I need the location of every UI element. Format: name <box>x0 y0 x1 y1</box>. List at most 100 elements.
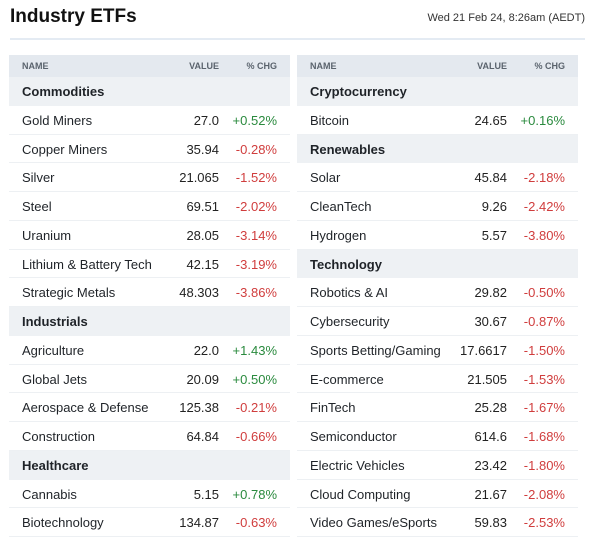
etf-name[interactable]: Solar <box>310 170 341 186</box>
etf-value: 9.26 <box>481 199 507 214</box>
etf-value: 35.94 <box>186 141 219 157</box>
etf-name[interactable]: FinTech <box>310 400 356 416</box>
table-row[interactable]: CleanTech 9.26 -2.42% <box>297 192 578 221</box>
etf-value: 125.38 <box>179 400 219 416</box>
etf-value: 27.0 <box>193 112 219 128</box>
etf-name[interactable]: Cybersecurity <box>310 314 390 329</box>
table-row[interactable]: Video Games/eSports 59.83 -2.53% <box>297 508 578 537</box>
table-row[interactable]: Silver 21.065 -1.52% <box>9 163 290 192</box>
table-row[interactable]: Electric Vehicles 23.42 -1.80% <box>297 451 578 480</box>
table-row[interactable]: Gold Miners 27.0 +0.52% <box>9 106 290 135</box>
etf-name[interactable]: Cloud Computing <box>310 486 411 502</box>
etf-value: 17.6617 <box>460 342 507 358</box>
table-row[interactable]: Cybersecurity 30.67 -0.87% <box>297 307 578 336</box>
etf-value: 5.15 <box>193 486 219 502</box>
category-label: Cryptocurrency <box>310 84 407 99</box>
etf-change: -0.21% <box>235 400 277 416</box>
table-row[interactable]: Lithium & Battery Tech 42.15 -3.19% <box>9 250 290 279</box>
etf-name[interactable]: Construction <box>22 429 95 444</box>
etf-name[interactable]: Uranium <box>22 227 72 243</box>
etf-value: 21.065 <box>179 170 219 186</box>
table-row[interactable]: Cloud Computing 21.67 -2.08% <box>297 480 578 509</box>
etf-name[interactable]: Silver <box>22 170 55 186</box>
table-row[interactable]: Cannabis 5.15 +0.78% <box>9 480 290 509</box>
etf-value: 24.65 <box>474 112 507 128</box>
etf-name[interactable]: Cannabis <box>22 486 77 502</box>
category-row: Cryptocurrency <box>297 77 578 106</box>
etf-name[interactable]: Agriculture <box>22 342 85 358</box>
etf-name[interactable]: E-commerce <box>310 371 384 387</box>
etf-value: 69.51 <box>186 199 219 214</box>
etf-change: -2.53% <box>523 515 565 531</box>
etf-name[interactable]: Global Jets <box>22 371 88 387</box>
table-row[interactable]: Agriculture 22.0 +1.43% <box>9 336 290 365</box>
etf-name[interactable]: Biotechnology <box>22 515 104 531</box>
etf-change: -2.08% <box>523 486 565 502</box>
etf-name[interactable]: Steel <box>22 199 52 214</box>
table-row[interactable]: Copper Miners 35.94 -0.28% <box>9 135 290 164</box>
table-row[interactable]: Aerospace & Defense 125.38 -0.21% <box>9 393 290 422</box>
etf-change: -1.67% <box>523 400 565 416</box>
table-body: Cryptocurrency Bitcoin 24.65 +0.16% Renewabl… <box>297 77 578 537</box>
etf-change: -2.42% <box>523 199 565 214</box>
category-row: Renewables <box>297 134 578 164</box>
etf-name[interactable]: Strategic Metals <box>22 285 116 301</box>
table-row[interactable]: E-commerce 21.505 -1.53% <box>297 365 578 394</box>
category-label: Healthcare <box>22 457 89 473</box>
timestamp: Wed 21 Feb 24, 8:26am (AEDT) <box>427 12 585 24</box>
etf-change: -0.87% <box>523 314 565 329</box>
etf-change: -2.18% <box>523 170 565 186</box>
etf-change: +0.50% <box>232 371 277 387</box>
etf-name[interactable]: Hydrogen <box>310 227 367 243</box>
category-label: Renewables <box>310 141 386 157</box>
etf-name[interactable]: CleanTech <box>310 199 372 214</box>
column-header-name[interactable]: NAME <box>22 61 49 71</box>
etf-name[interactable]: Aerospace & Defense <box>22 400 149 416</box>
table-row[interactable]: Steel 69.51 -2.02% <box>9 192 290 221</box>
etf-name[interactable]: Electric Vehicles <box>310 457 405 473</box>
category-row: Industrials <box>9 307 290 336</box>
etf-value: 30.67 <box>474 314 507 329</box>
etf-change: -3.19% <box>235 256 277 272</box>
etf-table-left: NAME VALUE % CHG Commodities Gold Miners 2… <box>9 55 290 537</box>
etf-change: -3.86% <box>235 285 277 301</box>
etf-value: 64.84 <box>186 429 219 444</box>
page-title: Industry ETFs <box>10 6 137 27</box>
column-header-value[interactable]: VALUE <box>189 61 219 71</box>
column-header-chg[interactable]: % CHG <box>534 61 565 71</box>
column-header-chg[interactable]: % CHG <box>246 61 277 71</box>
etf-change: -1.52% <box>235 170 277 186</box>
table-row[interactable]: Strategic Metals 48.303 -3.86% <box>9 278 290 307</box>
table-row[interactable]: Solar 45.84 -2.18% <box>297 163 578 192</box>
etf-change: -1.53% <box>523 371 565 387</box>
etf-value: 5.57 <box>481 227 507 243</box>
etf-value: 23.42 <box>474 457 507 473</box>
etf-name[interactable]: Semiconductor <box>310 429 397 444</box>
category-label: Commodities <box>22 84 105 99</box>
table-row[interactable]: FinTech 25.28 -1.67% <box>297 393 578 422</box>
table-row[interactable]: Uranium 28.05 -3.14% <box>9 221 290 250</box>
etf-name[interactable]: Lithium & Battery Tech <box>22 256 152 272</box>
etf-name[interactable]: Gold Miners <box>22 112 93 128</box>
table-row[interactable]: Robotics & AI 29.82 -0.50% <box>297 278 578 307</box>
column-header-value[interactable]: VALUE <box>477 61 507 71</box>
etf-table-right: NAME VALUE % CHG Cryptocurrency Bitcoin 24… <box>297 55 578 537</box>
table-row[interactable]: Hydrogen 5.57 -3.80% <box>297 221 578 250</box>
column-header-name[interactable]: NAME <box>310 61 337 71</box>
etf-name[interactable]: Sports Betting/Gaming <box>310 342 441 358</box>
table-row[interactable]: Bitcoin 24.65 +0.16% <box>297 106 578 135</box>
etf-change: -0.28% <box>235 141 277 157</box>
table-row[interactable]: Biotechnology 134.87 -0.63% <box>9 508 290 537</box>
etf-name[interactable]: Bitcoin <box>310 112 350 128</box>
table-row[interactable]: Construction 64.84 -0.66% <box>9 422 290 451</box>
category-label: Industrials <box>22 314 88 329</box>
table-row[interactable]: Global Jets 20.09 +0.50% <box>9 365 290 394</box>
etf-name[interactable]: Video Games/eSports <box>310 515 437 531</box>
etf-change: -1.80% <box>523 457 565 473</box>
category-row: Technology <box>297 249 578 279</box>
table-row[interactable]: Sports Betting/Gaming 17.6617 -1.50% <box>297 336 578 365</box>
etf-name[interactable]: Copper Miners <box>22 141 108 157</box>
etf-name[interactable]: Robotics & AI <box>310 285 389 301</box>
category-label: Technology <box>310 256 382 272</box>
table-row[interactable]: Semiconductor 614.6 -1.68% <box>297 422 578 451</box>
